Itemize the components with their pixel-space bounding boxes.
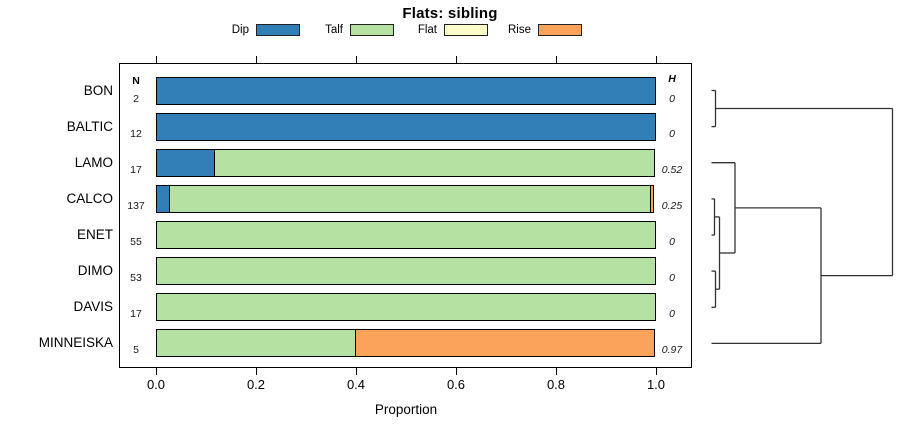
legend-label: Dip xyxy=(231,24,249,36)
x-tick-label: 0.0 xyxy=(146,377,166,392)
bar-segment-talf xyxy=(156,329,356,358)
legend-label: Talf xyxy=(325,24,343,36)
x-tick-top xyxy=(156,56,157,63)
h-value: 0.25 xyxy=(661,199,683,212)
x-tick-label: 1.0 xyxy=(646,377,666,392)
row-label-enet: ENET xyxy=(76,227,113,243)
row-label-baltic: BALTIC xyxy=(66,118,113,134)
x-tick-bottom xyxy=(456,368,457,375)
h-value: 0 xyxy=(669,127,675,140)
x-tick-bottom xyxy=(656,368,657,375)
legend-swatch-flat xyxy=(444,24,488,36)
bar-segment-talf xyxy=(156,221,656,250)
bar-bon xyxy=(156,76,656,105)
bar-calco xyxy=(156,184,654,213)
bar-segment-dip xyxy=(156,148,215,177)
row-label-minneiska: MINNEISKA xyxy=(38,335,113,351)
n-value: 55 xyxy=(130,236,142,249)
x-tick-label: 0.8 xyxy=(546,377,566,392)
plot-area xyxy=(119,63,692,368)
n-value: 137 xyxy=(127,199,145,212)
x-tick-bottom xyxy=(156,368,157,375)
bar-segment-talf xyxy=(156,257,656,286)
bar-lamo xyxy=(156,148,655,177)
n-column-header: N xyxy=(132,75,140,87)
x-tick-top xyxy=(256,56,257,63)
x-tick-label: 0.2 xyxy=(246,377,266,392)
row-label-davis: DAVIS xyxy=(73,299,113,315)
x-tick-top xyxy=(556,56,557,63)
x-tick-top xyxy=(656,56,657,63)
row-label-bon: BON xyxy=(83,82,113,98)
h-value: 0 xyxy=(669,92,675,105)
x-tick-top xyxy=(356,56,357,63)
bar-segment-talf xyxy=(156,293,656,322)
chart-title: Flats: sibling xyxy=(402,5,498,22)
x-tick-bottom xyxy=(256,368,257,375)
row-label-calco: CALCO xyxy=(66,190,113,206)
legend-item-rise: Rise xyxy=(499,24,593,36)
n-value: 17 xyxy=(130,308,142,321)
x-tick-bottom xyxy=(356,368,357,375)
legend-swatch-talf xyxy=(350,24,394,36)
legend-swatch-rise xyxy=(538,24,582,36)
legend-item-dip: Dip xyxy=(217,24,311,36)
bar-segment-talf xyxy=(169,184,651,213)
bar-segment-dip xyxy=(156,76,656,105)
h-value: 0 xyxy=(669,308,675,321)
n-value: 5 xyxy=(133,344,139,357)
legend-label: Rise xyxy=(507,24,531,36)
h-value: 0 xyxy=(669,236,675,249)
row-label-lamo: LAMO xyxy=(74,154,113,170)
legend: Dip Talf Flat Rise xyxy=(217,24,593,36)
legend-label: Flat xyxy=(417,24,437,36)
cluster-dendrogram xyxy=(711,89,894,345)
h-value: 0.52 xyxy=(661,163,683,176)
bar-segment-talf xyxy=(213,148,655,177)
bar-enet xyxy=(156,221,656,250)
bar-segment-rise xyxy=(649,184,654,213)
bar-baltic xyxy=(156,112,656,141)
n-value: 17 xyxy=(130,163,142,176)
h-value: 0.97 xyxy=(661,344,683,357)
h-value: 0 xyxy=(669,272,675,285)
h-column-header: H xyxy=(668,73,676,85)
legend-item-talf: Talf xyxy=(311,24,405,36)
x-tick-bottom xyxy=(556,368,557,375)
x-tick-top xyxy=(456,56,457,63)
bar-minneiska xyxy=(156,329,655,358)
n-value: 2 xyxy=(133,92,139,105)
n-value: 12 xyxy=(130,127,142,140)
row-label-dimo: DIMO xyxy=(77,263,113,279)
bar-segment-rise xyxy=(354,329,655,358)
legend-swatch-dip xyxy=(256,24,300,36)
x-tick-label: 0.6 xyxy=(446,377,466,392)
x-axis-title: Proportion xyxy=(374,402,438,417)
legend-item-flat: Flat xyxy=(405,24,499,36)
bar-dimo xyxy=(156,257,656,286)
x-tick-label: 0.4 xyxy=(346,377,366,392)
bar-segment-dip xyxy=(156,112,656,141)
bar-davis xyxy=(156,293,656,322)
n-value: 53 xyxy=(130,272,142,285)
